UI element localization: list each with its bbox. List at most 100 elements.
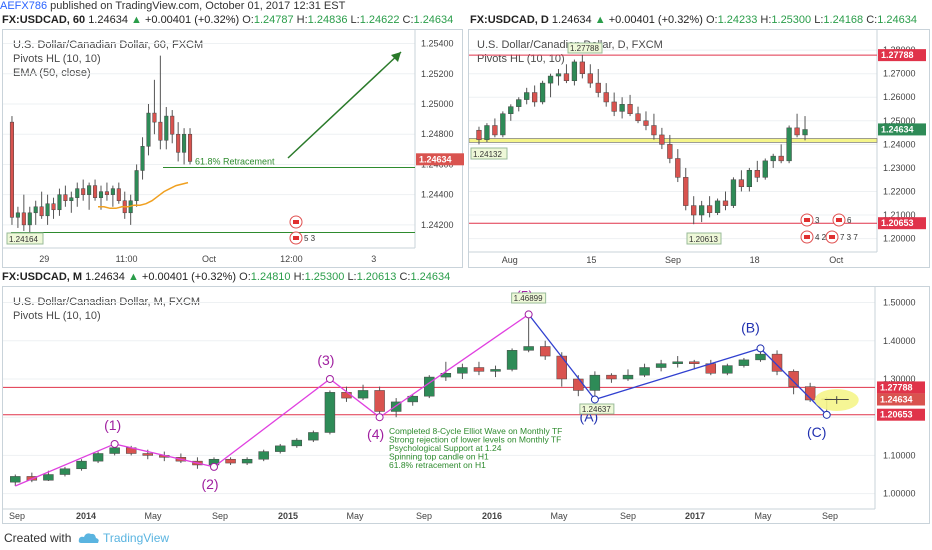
h1-event-flag-flag	[293, 220, 299, 224]
m1-change: +0.00401 (+0.32%)	[141, 271, 237, 283]
d1-candle	[595, 82, 601, 93]
m1-close: 1.24634	[410, 271, 451, 283]
tradingview-cloud-icon	[78, 533, 99, 543]
d1-candle	[547, 75, 554, 84]
m1-note-line: 61.8% retracement on H1	[389, 460, 486, 470]
h1-header: FX:USDCAD, 60 1.24634 ▲ +0.00401 (+0.32%…	[2, 14, 454, 26]
d1-candle	[691, 205, 697, 216]
d1-chart-panel[interactable]: U.S. Dollar/Canadian Dollar, D, FXCM Piv…	[468, 29, 930, 268]
h1-indicator-pivots: Pivots HL (10, 10)	[13, 53, 101, 65]
m1-pivot-low-label: 1.24637	[582, 405, 611, 414]
d1-level-low-box	[878, 217, 926, 230]
m1-candle	[341, 392, 352, 399]
d1-event-flag-b-count: 6	[847, 216, 852, 225]
h1-chart-svg: 61.8% Retracement 1.24164 5 3 1.25400 1.2520…	[3, 30, 464, 264]
m1-pivot-top-box	[511, 292, 547, 304]
d1-event-flag-c-count: 4 2	[815, 233, 827, 242]
m1-candle	[109, 447, 120, 454]
h1-x-tick: 29	[39, 254, 49, 264]
d1-event-flag-d-count: 7 3 7	[840, 233, 858, 242]
h1-candle	[27, 212, 32, 226]
m1-y-tick: 1.40000	[883, 336, 916, 346]
h1-price: 1.24634	[88, 14, 128, 26]
d1-candle	[675, 158, 681, 178]
footer: Created with TradingView	[0, 526, 932, 550]
m1-candle	[556, 355, 567, 380]
h1-y-tick: 1.25200	[421, 69, 454, 79]
h1-candle	[75, 188, 80, 198]
m1-header: FX:USDCAD, M 1.24634 ▲ +0.00401 (+0.32%)…	[2, 271, 451, 283]
h1-event-flag-2-flag	[293, 236, 299, 240]
m1-wave-point	[590, 395, 599, 404]
d1-candle	[563, 73, 570, 82]
h1-chart-panel[interactable]: U.S. Dollar/Canadian Dollar, 60, FXCM Pi…	[2, 29, 464, 268]
h1-titles: U.S. Dollar/Canadian Dollar, 60, FXCM Pi…	[13, 38, 203, 80]
h1-arrowhead-icon	[391, 52, 401, 62]
h1-y-tick: 1.24800	[421, 129, 454, 139]
m1-note-line: Completed 8-Cycle Elliot Wave on Monthly…	[389, 426, 562, 436]
d1-candle	[683, 177, 689, 206]
h1-y-tick: 1.24200	[421, 220, 454, 230]
d1-change: +0.00401 (+0.32%)	[608, 14, 703, 26]
m1-wave-point	[210, 462, 218, 471]
m1-wave-label: (4)	[367, 426, 384, 442]
h1-retracement-label: 61.8% Retracement	[195, 156, 275, 166]
d1-pivot-high-label: 1.27788	[570, 44, 599, 53]
h1-ema-line	[98, 181, 189, 210]
m1-wave-point	[524, 310, 533, 319]
d1-pivot-low-box	[686, 232, 722, 245]
m1-wave-label: (B)	[741, 319, 760, 335]
h1-close: 1.24634	[413, 14, 454, 26]
tradingview-logo-text[interactable]: TradingView	[103, 531, 170, 545]
m1-y-tick: 1.00000	[883, 489, 916, 499]
created-with-label: Created with	[4, 531, 72, 545]
h1-candle	[39, 206, 44, 217]
m1-y-tick: 1.50000	[883, 298, 916, 308]
m1-level-low-box	[877, 408, 925, 421]
m1-x-tick: May	[144, 511, 162, 521]
m1-candle	[258, 451, 269, 460]
h1-projection-arrow	[287, 51, 402, 159]
m1-candle	[291, 439, 303, 447]
d1-candle	[667, 144, 673, 159]
d1-candle	[778, 155, 784, 162]
m1-candle	[76, 460, 87, 470]
m1-chart-panel[interactable]: U.S. Dollar/Canadian Dollar, M, FXCM Piv…	[2, 286, 930, 524]
m1-y-tick: 1.10000	[883, 450, 916, 460]
h1-candle	[110, 188, 115, 195]
m1-x-tick: May	[754, 511, 772, 521]
h1-x-tick: 3	[371, 254, 376, 264]
d1-candle	[524, 92, 530, 100]
d1-candle	[802, 129, 808, 136]
m1-wave-label: (C)	[807, 424, 826, 440]
m1-x-tick: May	[346, 511, 364, 521]
d1-x-tick: Sep	[665, 255, 681, 265]
m1-wave-point	[325, 374, 334, 383]
m1-x-tick: Sep	[212, 511, 228, 521]
d1-candle	[722, 200, 729, 206]
d1-y-tick: 1.20000	[883, 234, 916, 244]
d1-level-high-label: 1.27788	[881, 50, 914, 60]
h1-candle	[21, 212, 26, 226]
m1-high: 1.25300	[304, 271, 345, 283]
m1-level-high-box	[877, 381, 925, 394]
d1-candle	[603, 92, 609, 103]
d1-y-tick: 1.25000	[883, 116, 916, 126]
d1-candle	[714, 200, 721, 213]
m1-wave-point	[822, 410, 831, 419]
m1-last-price-label: 1.24634	[880, 394, 913, 404]
d1-candle	[571, 61, 578, 82]
h1-candle	[140, 146, 145, 171]
h1-candle	[9, 121, 14, 218]
d1-candle	[706, 205, 713, 213]
h1-change: +0.00401 (+0.32%)	[144, 14, 240, 26]
h1-x-tick: 12:00	[280, 254, 303, 264]
d1-x-tick: 15	[586, 255, 596, 265]
author-link[interactable]: AEFX786	[0, 0, 48, 12]
m1-level-high-label: 1.27788	[880, 382, 913, 392]
m1-wave-segment	[114, 443, 215, 468]
m1-candle	[59, 468, 71, 475]
d1-x-tick: 18	[750, 255, 760, 265]
d1-price: 1.24634	[551, 14, 592, 26]
m1-wave-point	[375, 413, 384, 422]
